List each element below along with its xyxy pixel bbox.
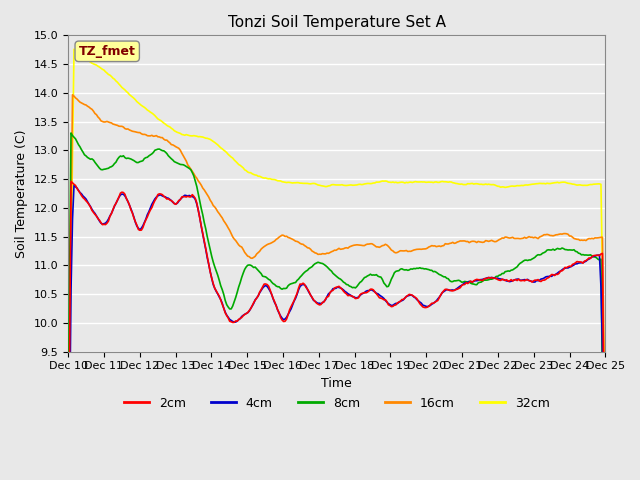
16cm (602, 455, 609, 460)
16cm (226, 228, 234, 233)
2cm (67, 179, 75, 184)
Line: 2cm: 2cm (68, 181, 605, 480)
2cm (253, 295, 260, 301)
4cm (132, 219, 140, 225)
Legend: 2cm, 4cm, 8cm, 16cm, 32cm: 2cm, 4cm, 8cm, 16cm, 32cm (119, 392, 555, 415)
2cm (573, 259, 581, 264)
4cm (70, 182, 78, 188)
2cm (132, 219, 140, 225)
8cm (226, 306, 234, 312)
4cm (244, 310, 252, 315)
16cm (253, 251, 260, 257)
16cm (573, 237, 581, 242)
Y-axis label: Soil Temperature (C): Soil Temperature (C) (15, 129, 28, 258)
X-axis label: Time: Time (321, 377, 352, 390)
Line: 8cm: 8cm (68, 133, 605, 480)
4cm (301, 282, 308, 288)
8cm (301, 269, 308, 275)
32cm (244, 169, 252, 175)
16cm (132, 129, 140, 135)
32cm (70, 47, 78, 52)
4cm (253, 295, 260, 301)
2cm (226, 318, 234, 324)
32cm (64, 469, 72, 475)
8cm (64, 435, 72, 441)
4cm (573, 261, 581, 267)
16cm (68, 92, 76, 98)
32cm (573, 182, 581, 188)
32cm (132, 97, 140, 103)
2cm (301, 281, 308, 287)
8cm (573, 249, 581, 254)
16cm (301, 243, 308, 249)
8cm (67, 130, 75, 136)
4cm (226, 316, 234, 322)
2cm (244, 310, 252, 315)
8cm (244, 263, 252, 268)
Text: TZ_fmet: TZ_fmet (79, 45, 136, 58)
16cm (244, 253, 252, 259)
Line: 4cm: 4cm (68, 185, 605, 480)
Line: 16cm: 16cm (68, 95, 605, 480)
8cm (253, 266, 260, 272)
8cm (132, 159, 140, 165)
32cm (226, 153, 234, 158)
Title: Tonzi Soil Temperature Set A: Tonzi Soil Temperature Set A (228, 15, 445, 30)
32cm (602, 449, 609, 455)
32cm (301, 180, 308, 186)
Line: 32cm: 32cm (68, 49, 605, 472)
32cm (253, 172, 260, 178)
